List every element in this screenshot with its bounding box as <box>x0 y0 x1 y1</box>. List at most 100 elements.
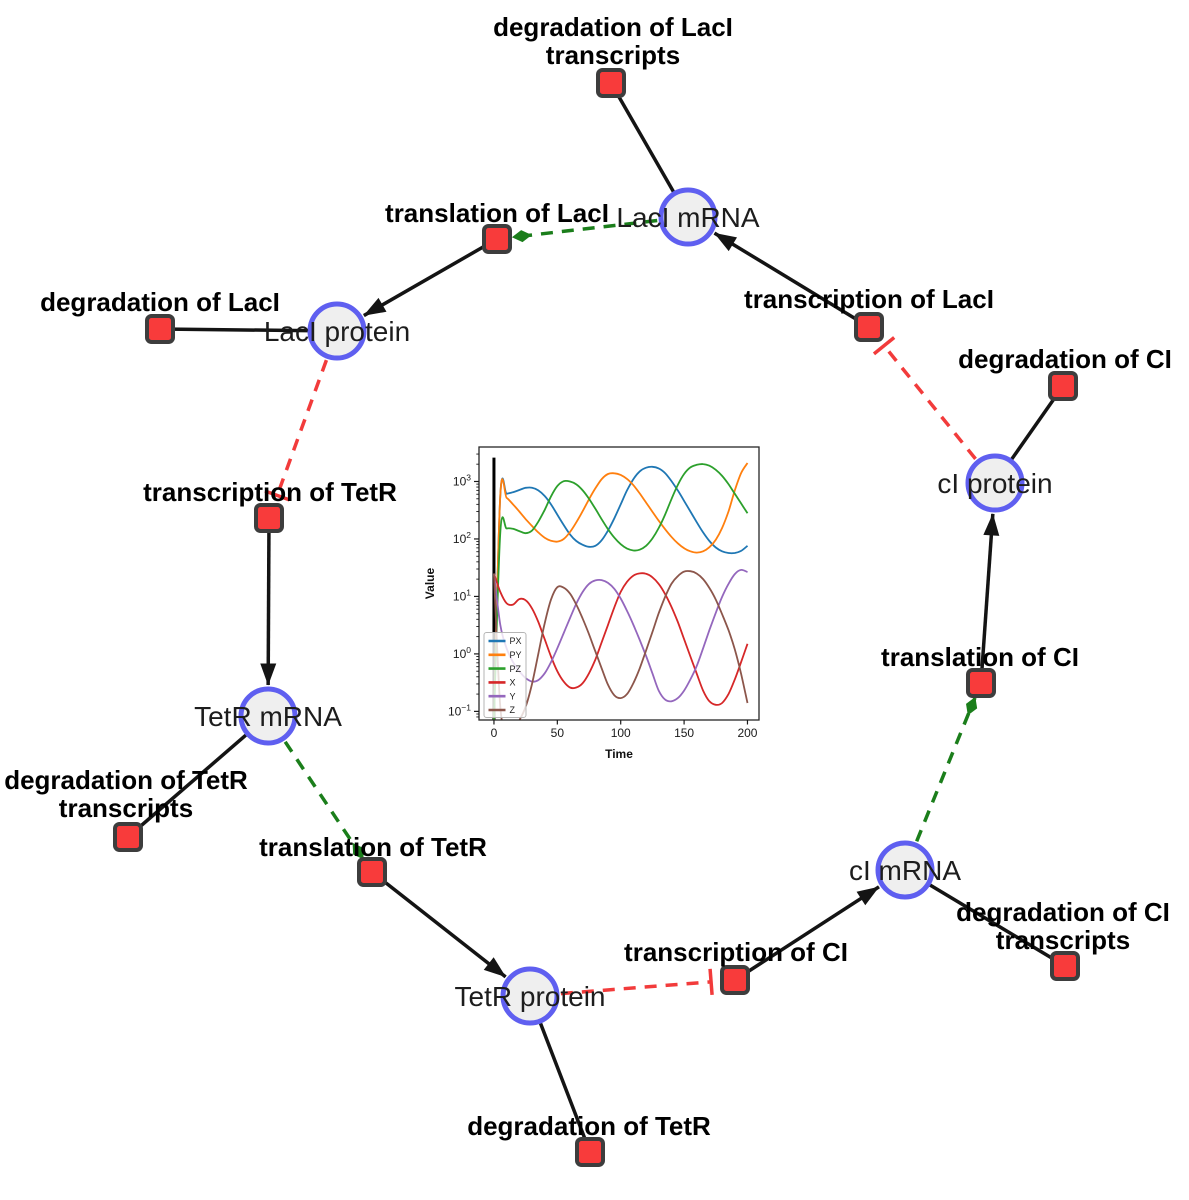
chart-y-tick-base-1: 10 <box>453 647 467 661</box>
reaction-node-deg_laci <box>145 314 175 344</box>
chart-spines <box>478 446 760 721</box>
chart-y-tick-base-3: 10 <box>453 532 467 546</box>
reaction-label-deg_tetr_tx-line0: degradation of TetR <box>4 765 248 795</box>
edge-transl_laci-laci_protein-product-arrow <box>363 237 498 318</box>
chart-y-tick-base-0: 10 <box>448 704 462 718</box>
edge-tetr_protein-tx_ci-inhibition-tee <box>708 968 714 995</box>
chart-y-tick-label-0: 10−1 <box>448 702 471 718</box>
edge-laci_protein-deg_laci-reactant-line <box>159 327 338 333</box>
edge-tx_laci-laci_mrna-product-arrow <box>713 231 870 329</box>
reaction-label-deg_ci-line0: degradation of CI <box>958 344 1172 374</box>
chart-y-tick-exponent-0: −1 <box>461 702 471 712</box>
reaction-label-deg_ci_tx-line0: degradation of CI <box>956 897 1170 927</box>
species-label-ci_mrna: cI mRNA <box>849 855 961 886</box>
reaction-node-deg_ci <box>1048 371 1078 401</box>
edge-tetr_mrna-transl_tetr-modifier-edge <box>283 740 365 860</box>
edge-ci_mrna-transl_ci-modifier-edge <box>915 696 978 842</box>
chart-y-tick-base-2: 10 <box>453 589 467 603</box>
reaction-node-tx_tetr <box>254 503 284 533</box>
edge-tx_ci-ci_mrna-product-arrow <box>734 885 880 982</box>
species-labels: LacI mRNA LacI protein TetR mRNA TetR prote… <box>194 202 1052 1012</box>
reaction-node-deg_tetr_tx <box>113 822 143 852</box>
edge-transl_tetr-tetr_protein-product-arrow <box>370 870 507 979</box>
chart-y-tick-label-2: 101 <box>453 587 471 603</box>
chart-series-PX-line <box>493 465 749 720</box>
chart-series-PZ-line <box>493 463 749 720</box>
inset-chart: 0 50 100 150 20010−1100101102103TimeValuePXP… <box>423 446 760 761</box>
chart-x-tick-label-100: 100 <box>611 726 631 740</box>
reaction-node-deg_laci_tx <box>596 68 626 98</box>
chart-y-tick-label-1: 100 <box>453 645 471 661</box>
reaction-label-tx_laci-line0: transcription of LacI <box>744 284 994 314</box>
reaction-label-transl_tetr-line0: translation of TetR <box>259 832 487 862</box>
reaction-label-transl_laci-line0: translation of LacI <box>385 198 609 228</box>
reaction-label-deg_ci_tx-line1: transcripts <box>996 925 1130 955</box>
edge-ci_protein-tx_laci-inhibition-tee <box>872 336 896 356</box>
edge-transl_ci-ci_protein-product-arrow <box>979 513 1000 684</box>
species-label-tetr_protein: TetR protein <box>455 981 606 1012</box>
reaction-node-transl_tetr <box>357 857 387 887</box>
species-label-laci_protein: LacI protein <box>264 316 410 347</box>
reaction-node-transl_laci <box>482 224 512 254</box>
edge-tetr_mrna-deg_tetr_tx-reactant-line <box>126 714 270 839</box>
chart-y-tick-label-3: 102 <box>453 530 471 546</box>
legend-label-Z: Z <box>510 705 516 715</box>
chart-xlabel: Time <box>605 747 633 761</box>
chart-y-tick-exponent-4: 3 <box>466 472 471 482</box>
chart-y-tick-base-4: 10 <box>453 474 467 488</box>
reaction-label-deg_laci_tx-line1: transcripts <box>546 40 680 70</box>
chart-x-tick-label-200: 200 <box>737 726 757 740</box>
chart-y-tick-exponent-1: 0 <box>466 645 471 655</box>
chart-x-tick-label-50: 50 <box>551 726 565 740</box>
chart-y-tick-label-4: 103 <box>453 472 471 488</box>
edge-ci_protein-tx_laci-inhibition-edge <box>882 344 977 460</box>
reaction-node-deg_tetr <box>575 1137 605 1167</box>
legend-label-PX: PX <box>510 636 522 646</box>
chart-legend: PX PY PZ XYZ <box>483 632 527 718</box>
legend-label-PY: PY <box>510 650 522 660</box>
reaction-label-tx_ci-line0: transcription of CI <box>624 937 848 967</box>
reaction-label-deg_tetr_tx-line1: transcripts <box>59 793 193 823</box>
network-edges <box>126 82 1066 1153</box>
legend-label-Y: Y <box>510 691 516 701</box>
species-label-tetr_mrna: TetR mRNA <box>194 701 342 732</box>
reaction-node-transl_ci <box>966 668 996 698</box>
reaction-label-deg_tetr-line0: degradation of TetR <box>467 1111 711 1141</box>
chart-series-Y-line <box>493 568 748 703</box>
edge-laci_protein-tx_tetr-inhibition-tee <box>264 489 291 502</box>
reaction-node-tx_laci <box>854 312 884 342</box>
chart-series-PY-line <box>493 462 749 720</box>
chart-series-Z-line <box>493 570 749 720</box>
species-label-ci_protein: cI protein <box>937 468 1052 499</box>
reaction-node-tx_ci <box>720 965 750 995</box>
chart-series-X-line <box>493 572 749 706</box>
species-nodes <box>238 187 1025 1026</box>
edge-laci_mrna-transl_laci-modifier-edge <box>511 218 658 243</box>
legend-label-PZ: PZ <box>510 664 522 674</box>
edge-ci_mrna-deg_ci_tx-reactant-line <box>904 868 1066 968</box>
chart-y-tick-exponent-3: 2 <box>466 530 471 540</box>
reaction-label-tx_tetr-line0: transcription of TetR <box>143 477 397 507</box>
species-node-laci_mrna <box>658 187 718 247</box>
edge-tetr_protein-tx_ci-inhibition-edge <box>560 980 712 996</box>
reaction-label-transl_ci-line0: translation of CI <box>881 642 1079 672</box>
species-node-tetr_protein <box>500 966 560 1026</box>
edge-laci_protein-tx_tetr-inhibition-edge <box>275 359 329 497</box>
species-node-tetr_mrna <box>238 686 298 746</box>
reaction-label-deg_laci-line0: degradation of LacI <box>40 287 280 317</box>
chart-ylabel: Value <box>423 568 437 600</box>
species-node-laci_protein <box>307 301 367 361</box>
species-node-ci_mrna <box>875 840 935 900</box>
chart-y-tick-exponent-2: 1 <box>466 587 471 597</box>
chart-x-tick-label-150: 150 <box>674 726 694 740</box>
species-node-ci_protein <box>965 453 1025 513</box>
reaction-node-deg_ci_tx <box>1050 951 1080 981</box>
reaction-labels: degradation of LacItranscriptstranslatio… <box>4 12 1172 1141</box>
reaction-label-deg_laci_tx-line0: degradation of LacI <box>493 12 733 42</box>
reaction-nodes <box>113 68 1080 1167</box>
chart-x-tick-label-0: 0 <box>491 726 498 740</box>
edge-tx_tetr-tetr_mrna-product-arrow <box>260 517 277 686</box>
legend-label-X: X <box>510 678 516 688</box>
